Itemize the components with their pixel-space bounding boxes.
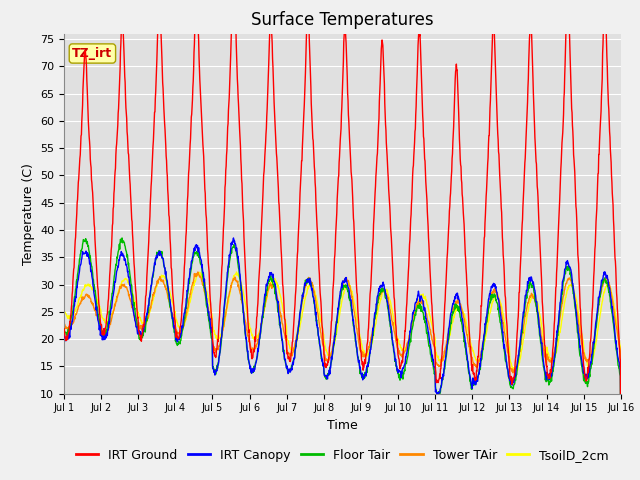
Y-axis label: Temperature (C): Temperature (C) [22, 163, 35, 264]
Text: TZ_irt: TZ_irt [72, 47, 113, 60]
Legend: IRT Ground, IRT Canopy, Floor Tair, Tower TAir, TsoilD_2cm: IRT Ground, IRT Canopy, Floor Tair, Towe… [71, 444, 614, 467]
Title: Surface Temperatures: Surface Temperatures [251, 11, 434, 29]
X-axis label: Time: Time [327, 419, 358, 432]
